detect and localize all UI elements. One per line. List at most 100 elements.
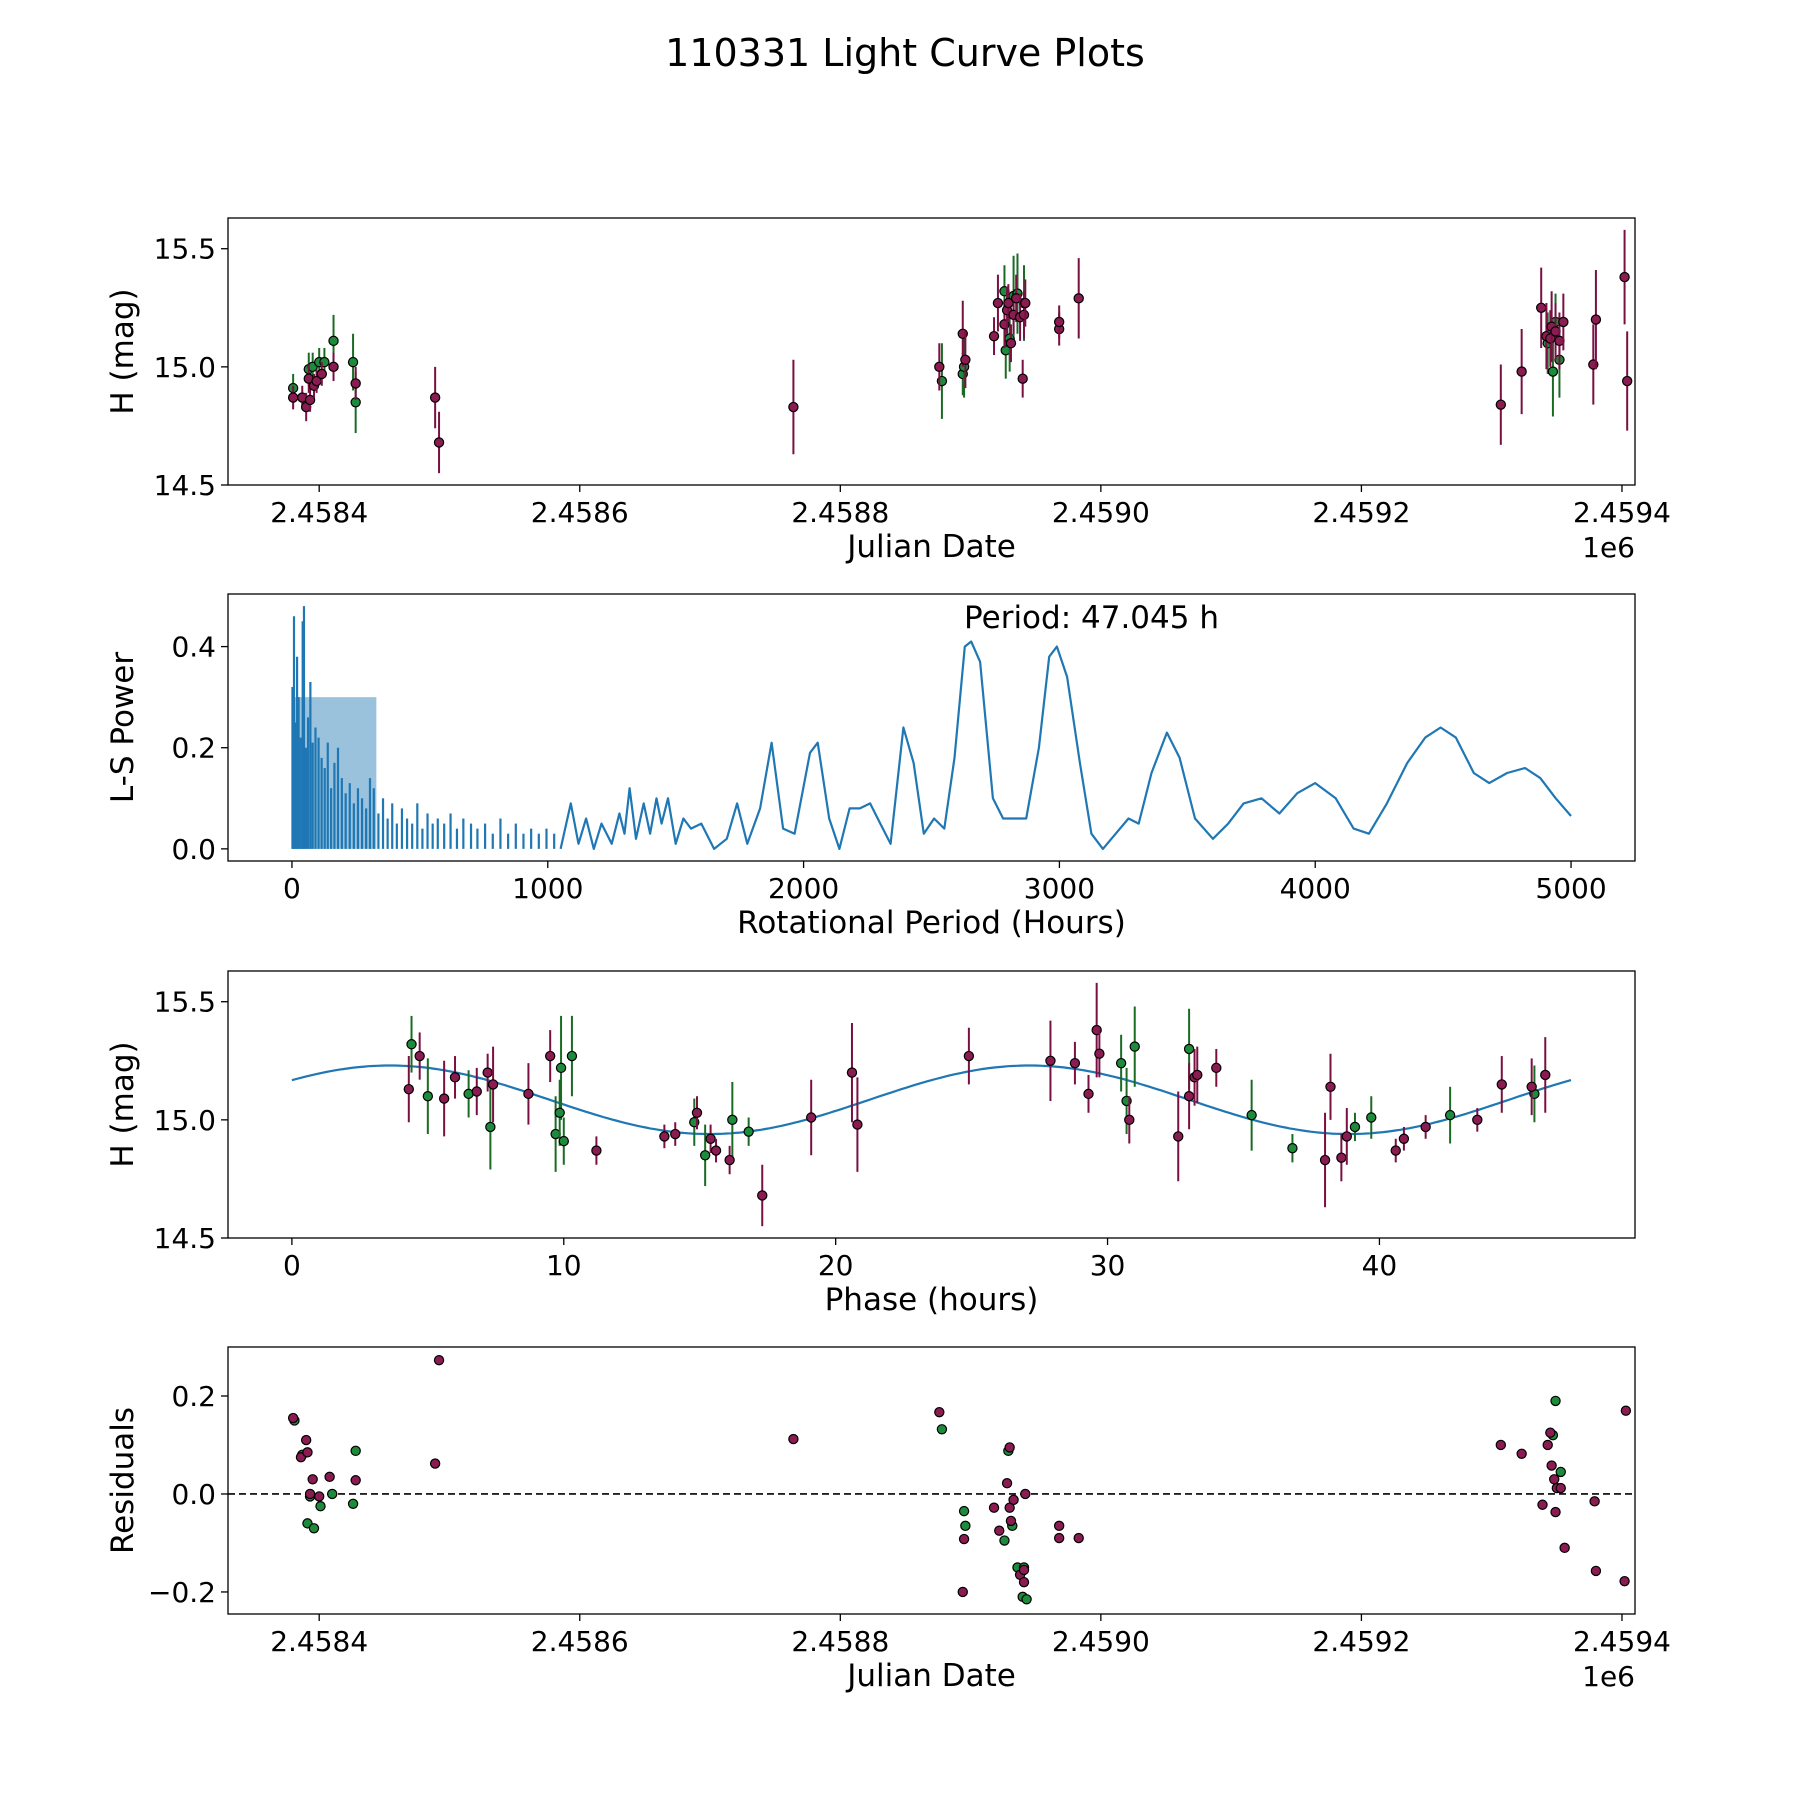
y-tick-label: 14.5 [154, 1222, 216, 1255]
data-point [1325, 1081, 1336, 1092]
data-point [788, 401, 799, 413]
x-tick-label: 2.4586 [531, 1625, 629, 1658]
x-tick-label: 2.4584 [270, 496, 368, 529]
data-point [1018, 1564, 1030, 1576]
periodogram-curve [559, 640, 1572, 851]
data-point [350, 1445, 361, 1457]
data-point [743, 1126, 754, 1137]
y-tick-label: 14.5 [154, 469, 216, 502]
data-point [1005, 338, 1017, 349]
y-tick-label: 0.2 [171, 732, 216, 765]
data-point [963, 1050, 975, 1062]
data-point [347, 356, 359, 368]
data-point [287, 1412, 299, 1424]
data-point [1495, 399, 1507, 410]
data-point [670, 1128, 681, 1140]
x-tick-label: 2.4594 [1573, 1625, 1671, 1658]
x-tick-label: 2000 [768, 872, 839, 905]
y-tick-label: 0.0 [171, 1478, 216, 1511]
data-point [1173, 1131, 1184, 1142]
y-axis-label: H (mag) [105, 288, 141, 414]
x-axis-label: Julian Date [845, 529, 1016, 565]
data-point [1547, 366, 1559, 377]
x-tick-label: 10 [546, 1249, 582, 1282]
data-point [1018, 1576, 1030, 1588]
data-point [1183, 1043, 1195, 1055]
data-point [555, 1062, 567, 1074]
data-point [699, 1150, 711, 1161]
data-point [934, 361, 945, 373]
data-point [328, 361, 339, 373]
data-point [1546, 1460, 1557, 1471]
plot-area [228, 1355, 1635, 1605]
data-point [958, 1533, 970, 1545]
data-point [1390, 1145, 1401, 1156]
x-offset-label: 1e6 [1582, 1660, 1635, 1693]
data-point [449, 1072, 461, 1083]
x-axis-label: Julian Date [845, 1658, 1016, 1694]
data-point [805, 1112, 817, 1123]
y-tick-label: 0.0 [171, 833, 216, 866]
data-point [523, 1088, 534, 1100]
data-point [1211, 1062, 1222, 1074]
data-point [1559, 1542, 1570, 1554]
data-point [1550, 1395, 1561, 1407]
data-point [1535, 302, 1547, 313]
data-point [302, 1447, 313, 1458]
y-tick-label: 15.0 [154, 351, 216, 384]
data-point [1129, 1041, 1140, 1052]
x-tick-label: 30 [1090, 1249, 1126, 1282]
data-point [659, 1131, 670, 1142]
data-point [1619, 1575, 1630, 1587]
data-point [591, 1145, 602, 1156]
data-point [1545, 1427, 1556, 1438]
data-point [994, 1525, 1005, 1536]
residuals-panel: 2.4584 2.4586 2.4588 2.4590 2.4592 2.4594 −0.2… [105, 1346, 1671, 1694]
data-point [544, 1050, 556, 1062]
data-point [1590, 314, 1602, 325]
period-annotation: Period: 47.045 h [964, 600, 1219, 636]
data-point [287, 392, 299, 403]
x-tick-label: 0 [283, 872, 301, 905]
data-point [482, 1067, 493, 1078]
data-point [1094, 1048, 1105, 1059]
data-point [960, 1520, 971, 1532]
x-tick-label: 4000 [1280, 872, 1351, 905]
data-point [485, 1121, 496, 1133]
data-point [1287, 1143, 1298, 1154]
x-tick-label: 2.4590 [1052, 496, 1150, 529]
x-tick-label: 1000 [512, 872, 583, 905]
data-point [1621, 375, 1633, 387]
plot-area [291, 982, 1572, 1227]
data-point [1319, 1154, 1331, 1166]
figure-title: 110331 Light Curve Plots [665, 31, 1145, 75]
data-point [936, 1424, 948, 1435]
data-point [307, 1474, 318, 1485]
y-tick-label: 0.2 [171, 1380, 216, 1413]
y-axis-label: Residuals [105, 1407, 141, 1554]
periodogram-dense-band [291, 697, 377, 849]
periodogram-panel: 0 1000 2000 3000 4000 5000 0.0 0.2 0.4 Rotational… [105, 593, 1636, 941]
data-point [1073, 1532, 1084, 1544]
x-axis-label: Phase (hours) [825, 1282, 1039, 1318]
x-offset-label: 1e6 [1582, 531, 1635, 564]
data-point [438, 1093, 450, 1104]
y-axis-label: L-S Power [105, 652, 141, 803]
data-point [313, 1491, 325, 1502]
data-point [406, 1039, 417, 1050]
data-point [1620, 1405, 1632, 1416]
data-point [960, 354, 971, 365]
data-point [429, 392, 441, 403]
data-point [414, 1050, 425, 1062]
data-point [1005, 1515, 1017, 1527]
data-point [1516, 366, 1527, 377]
data-point [315, 1501, 326, 1512]
x-tick-label: 2.4588 [791, 1625, 889, 1658]
data-point [1053, 1532, 1065, 1544]
data-point [1053, 316, 1065, 328]
data-point [1020, 1488, 1031, 1500]
data-point [852, 1119, 863, 1130]
data-point [1069, 1057, 1081, 1069]
data-point [350, 378, 361, 389]
